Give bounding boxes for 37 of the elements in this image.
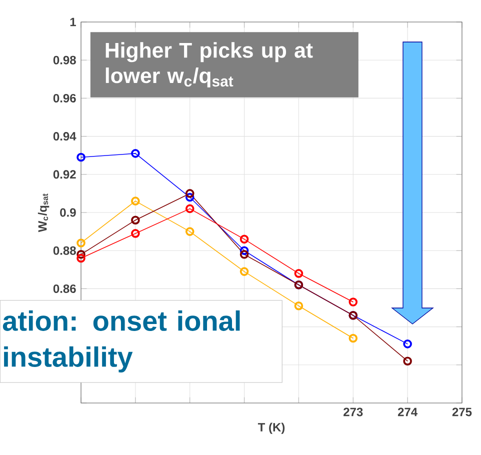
point (403, 356, 412, 366)
y-tick-label: 0.98 (53, 56, 76, 64)
y-axis-title: W$_{c}$/q$_{sat}$ (38, 194, 50, 232)
point (348, 298, 358, 306)
y-tick-label: 0.92 (53, 170, 76, 179)
point (294, 269, 304, 278)
y-tick-label: 0.9 (60, 208, 76, 217)
point (185, 227, 194, 236)
point (131, 216, 140, 225)
point (76, 250, 86, 259)
y-tick-label: 0.86 (53, 284, 76, 293)
point (294, 301, 304, 310)
y-tick-label: 0.96 (53, 94, 76, 102)
point (348, 334, 358, 343)
point (240, 234, 249, 244)
point (185, 189, 194, 198)
point (240, 250, 249, 259)
point (240, 267, 249, 276)
x-tick-label: 273 (344, 408, 363, 416)
y-tick-label: 1 (70, 18, 76, 26)
y-tick-label: 0.94 (53, 132, 76, 141)
y-tick-label: 0.88 (53, 246, 76, 255)
point (240, 246, 249, 256)
point (131, 229, 140, 238)
point (131, 149, 140, 158)
point (76, 238, 86, 248)
annotation: Higher T picks up at lower w$_{c}$/q$_{sat}$ (106, 42, 313, 88)
point (185, 192, 194, 202)
point (185, 204, 194, 214)
point (76, 152, 86, 162)
x-tick-label: 274 (398, 408, 418, 416)
x-tick-label: 275 (452, 408, 472, 416)
point (76, 254, 86, 263)
x-axis-title: T (K) (258, 422, 285, 434)
point (131, 196, 140, 206)
point (403, 340, 412, 348)
annotation: ation: onset ional instability (2, 310, 240, 372)
